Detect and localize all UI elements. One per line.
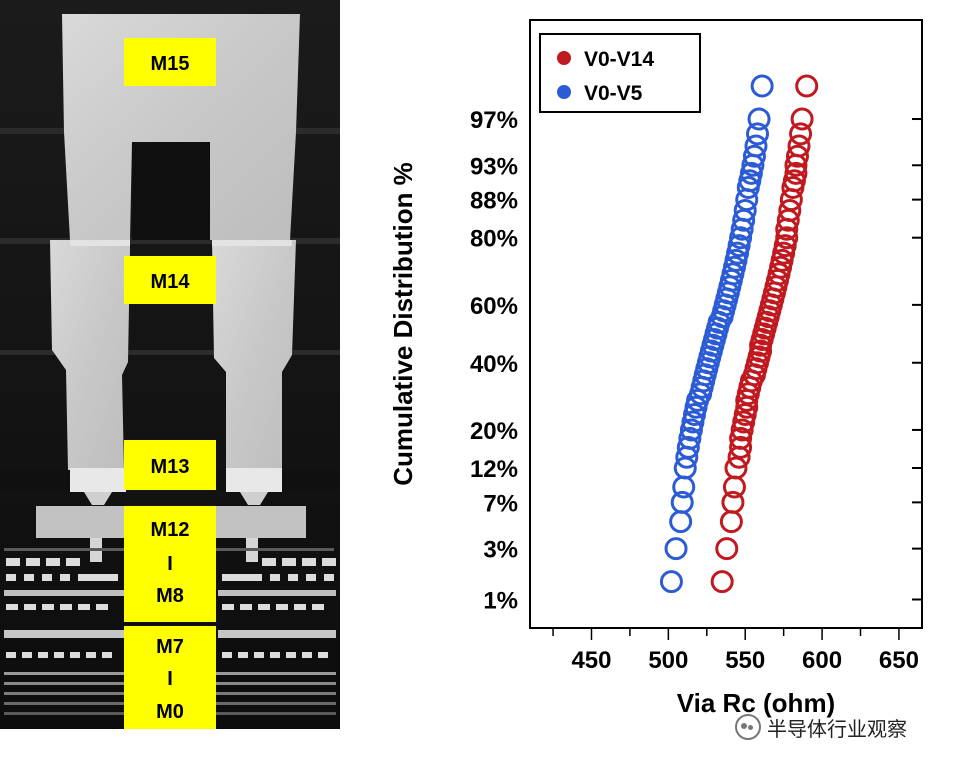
data-point	[729, 226, 753, 250]
data-point	[742, 144, 766, 168]
watermark: 半导体行业观察	[735, 712, 907, 742]
legend-marker-v0-v14	[557, 51, 571, 65]
data-point	[729, 435, 753, 459]
series-v0-v5	[659, 74, 774, 594]
series-v0-v14	[710, 74, 819, 594]
legend-box	[539, 33, 701, 113]
m14-label: M14	[151, 271, 191, 293]
y-ticks: 1% 3% 7% 12% 20% 40% 60% 80% 88% 93% 97%	[470, 107, 922, 615]
data-point	[747, 107, 771, 131]
m0-label: M0	[156, 701, 184, 723]
data-point	[729, 426, 753, 450]
data-point	[724, 456, 748, 480]
x-axis-title: Via Rc (ohm)	[677, 688, 835, 718]
watermark-text: 半导体行业观察	[767, 716, 907, 741]
m15-label: M15	[151, 53, 190, 75]
data-point	[746, 122, 770, 146]
y-tick-label: 1%	[483, 588, 518, 615]
m13-label-box	[124, 440, 216, 490]
data-point	[790, 107, 814, 131]
data-point	[659, 570, 683, 594]
y-tick-label: 80%	[470, 226, 518, 253]
data-point	[727, 234, 751, 258]
m13-label: M13	[151, 456, 190, 478]
data-point	[739, 161, 763, 185]
data-point	[773, 234, 797, 258]
data-series	[659, 74, 819, 594]
wechat-icon	[735, 714, 761, 740]
m12-label: M12	[151, 519, 190, 541]
x-tick-label: 450	[571, 647, 611, 674]
m7-label: M7	[156, 636, 184, 658]
data-point	[715, 537, 739, 561]
data-point	[733, 198, 757, 222]
y-tick-label: 20%	[470, 418, 518, 445]
data-point	[710, 570, 734, 594]
data-point	[678, 426, 702, 450]
legend-label-v0-v14: V0-V14	[584, 48, 654, 71]
data-point	[679, 418, 703, 442]
range-separator-lower: I	[167, 668, 173, 690]
y-tick-label: 7%	[483, 490, 518, 517]
cumulative-distribution-chart: 1% 3% 7% 12% 20% 40% 60% 80% 88% 93% 97% 450 500 550…	[388, 19, 923, 718]
data-point	[784, 161, 808, 185]
y-tick-label: 97%	[470, 107, 518, 134]
data-point	[775, 226, 799, 250]
data-point	[750, 74, 774, 98]
legend-marker-v0-v5	[557, 85, 571, 99]
data-point	[778, 198, 802, 222]
range-separator-upper: I	[167, 553, 173, 575]
sem-cross-section-image: M15 M14 M13 M12 I M8 M7 I M0	[0, 0, 340, 729]
x-tick-label: 500	[648, 647, 688, 674]
y-tick-label: 12%	[470, 456, 518, 483]
data-point	[787, 134, 811, 158]
data-point	[795, 74, 819, 98]
m15-label-box	[124, 38, 216, 86]
data-point	[670, 490, 694, 514]
y-tick-label: 93%	[470, 153, 518, 180]
data-point	[749, 339, 773, 363]
x-tick-label: 650	[879, 647, 919, 674]
y-tick-label: 3%	[483, 537, 518, 564]
data-point	[730, 418, 754, 442]
data-point	[664, 537, 688, 561]
y-tick-label: 60%	[470, 293, 518, 320]
m14-label-box	[124, 256, 216, 304]
x-tick-label: 550	[725, 647, 765, 674]
y-tick-label: 88%	[470, 188, 518, 215]
data-point	[744, 134, 768, 158]
x-tick-label: 600	[802, 647, 842, 674]
m8-label: M8	[156, 585, 184, 607]
data-point	[789, 122, 813, 146]
data-point	[785, 144, 809, 168]
y-axis-title: Cumulative Distribution %	[388, 162, 418, 486]
data-point	[676, 435, 700, 459]
y-tick-label: 40%	[470, 351, 518, 378]
legend: V0-V14 V0-V5	[539, 33, 701, 113]
m12-m8-label-box	[124, 506, 216, 622]
x-ticks: 450 500 550 600 650	[552, 628, 919, 674]
legend-label-v0-v5: V0-V5	[584, 82, 643, 105]
m7-m0-label-box	[124, 626, 216, 729]
data-point	[721, 490, 745, 514]
